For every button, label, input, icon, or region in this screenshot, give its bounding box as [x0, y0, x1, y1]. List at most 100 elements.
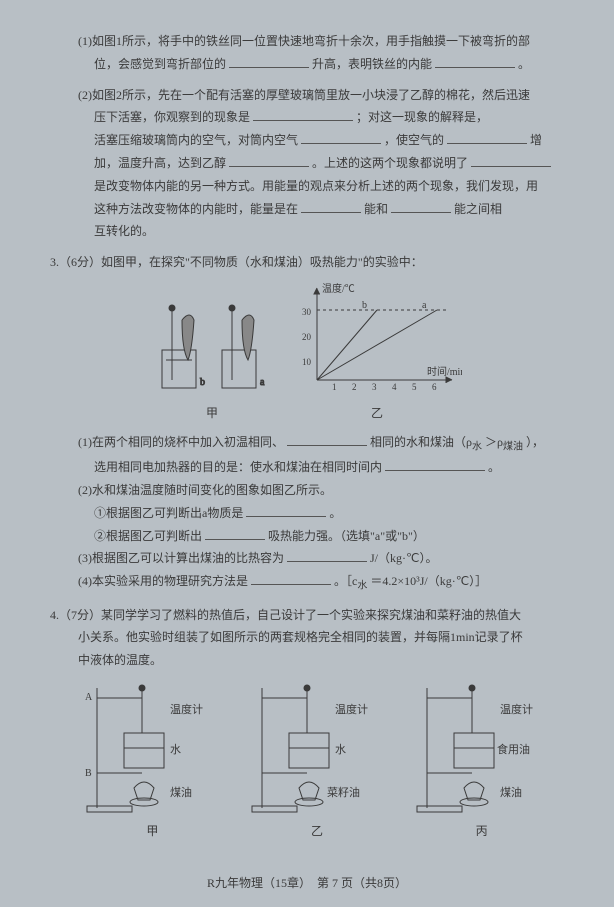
q1-line2: 位，会感觉到弯折部位的 升高，表明铁丝的内能 。 — [50, 53, 564, 76]
fig-yi: 温度/℃ 时间/min 30 20 10 1 2 3 4 5 6 b a 乙 — [292, 280, 462, 425]
fig-jia: b a 甲 — [152, 290, 272, 425]
blank — [287, 548, 367, 562]
caption-bing: 丙 — [412, 820, 552, 843]
t: ；对这一现象的解释是， — [356, 110, 488, 124]
chart-icon: 温度/℃ 时间/min 30 20 10 1 2 3 4 5 6 b a — [292, 280, 462, 400]
svg-text:a: a — [422, 300, 427, 311]
q3-s1: (1)在两个相同的烧杯中加入初温相同、 相同的水和煤油（ρ水 ＞ρ煤油 ）， — [50, 431, 564, 456]
blank — [391, 199, 451, 213]
q3-s1b: 选用相同电加热器的目的是：使水和煤油在相同时间内 。 — [50, 456, 564, 479]
fig-yi: 温度计 水 菜籽油 乙 — [247, 678, 387, 843]
q4-h1: 4.（7分）某同学学习了燃料的热值后，自己设计了一个实验来探究煤油和菜籽油的热值… — [50, 604, 564, 627]
q3: 3.（6分）如图甲，在探究"不同物质（水和煤油）吸热能力"的实验中： b — [50, 251, 564, 595]
q2-l5: 是改变物体内能的另一种方式。用能量的观点来分析上述的两个现象，我们发现，用 — [50, 175, 564, 198]
fuel-label: 煤油 — [170, 785, 192, 799]
t: 加，温度升高，达到乙醇 — [94, 156, 226, 170]
liquid-label: 水 — [335, 743, 346, 756]
blank — [251, 571, 331, 585]
svg-text:6: 6 — [432, 382, 437, 392]
q1-l2a: 位，会感觉到弯折部位的 — [94, 57, 226, 71]
blank — [471, 153, 551, 167]
blank — [287, 432, 367, 446]
svg-text:B: B — [85, 768, 92, 779]
t: 。［c — [334, 574, 357, 588]
t: 。 — [488, 460, 500, 474]
q1-l2b: 升高，表明铁丝的内能 — [312, 57, 432, 71]
t: ＝4.2×10³J/（kg·℃）］ — [370, 574, 487, 588]
fig-jia: 温度计 水 煤油 A B 甲 — [82, 678, 222, 843]
fuel-label: 煤油 — [500, 785, 522, 799]
t: ①根据图乙可判断出a物质是 — [94, 506, 243, 520]
q2-l6: 这种方法改变物体的内能时，能量是在 能和 能之间相 — [50, 198, 564, 221]
t: (3)根据图乙可以计算出煤油的比热容为 — [78, 551, 284, 565]
svg-text:4: 4 — [392, 382, 397, 392]
t: 选用相同电加热器的目的是：使水和煤油在相同时间内 — [94, 460, 382, 474]
t: 活塞压缩玻璃筒内的空气，对筒内空气 — [94, 133, 298, 147]
q4-h2: 小关系。他实验时组装了如图所示的两套规格完全相同的装置，并每隔1min记录了杯 — [50, 626, 564, 649]
svg-text:5: 5 — [412, 382, 417, 392]
blank — [253, 107, 353, 121]
svg-text:1: 1 — [332, 382, 337, 392]
t: 增 — [530, 133, 542, 147]
t: (4)本实验采用的物理研究方法是 — [78, 574, 248, 588]
t: J/（kg·℃）。 — [370, 551, 437, 565]
t: 。上述的这两个现象都说明了 — [312, 156, 468, 170]
q2-l2: 压下活塞，你观察到的现象是 ；对这一现象的解释是， — [50, 106, 564, 129]
t: 压下活塞，你观察到的现象是 — [94, 110, 250, 124]
q1: (1)如图1所示，将手中的铁丝同一位置快速地弯折十余次，用手指触摸一下被弯折的部… — [50, 30, 564, 76]
t: 能和 — [364, 202, 388, 216]
svg-text:b: b — [200, 377, 205, 388]
blank — [301, 199, 361, 213]
q3-s2-1: ①根据图乙可判断出a物质是 。 — [50, 502, 564, 525]
blank — [229, 54, 309, 68]
blank — [246, 503, 326, 517]
t: (1)在两个相同的烧杯中加入初温相同、 — [78, 435, 284, 449]
t: 相同的水和煤油（ρ — [370, 435, 472, 449]
apparatus-icon: 温度计 食用油 煤油 — [412, 678, 552, 818]
t: ＞ρ — [485, 435, 503, 449]
fuel-label: 菜籽油 — [327, 785, 360, 799]
q3-head: 3.（6分）如图甲，在探究"不同物质（水和煤油）吸热能力"的实验中： — [50, 251, 564, 274]
thermo-label: 温度计 — [170, 702, 203, 716]
svg-text:2: 2 — [352, 382, 357, 392]
blank — [385, 457, 485, 471]
q2: (2)如图2所示，先在一个配有活塞的厚壁玻璃筒里放一小块浸了乙醇的棉花，然后迅速… — [50, 84, 564, 244]
q2-l4: 加，温度升高，达到乙醇 。上述的这两个现象都说明了 — [50, 152, 564, 175]
apparatus-icon: 温度计 水 煤油 A B — [82, 678, 222, 818]
blank — [205, 526, 265, 540]
svg-text:b: b — [362, 300, 367, 311]
caption-yi: 乙 — [292, 402, 462, 425]
blank — [301, 130, 381, 144]
q3-s2-2: ②根据图乙可判断出 吸热能力强。（选填"a"或"b"） — [50, 525, 564, 548]
caption-jia: 甲 — [152, 402, 272, 425]
t: 吸热能力强。（选填"a"或"b"） — [268, 529, 425, 543]
q3-figures: b a 甲 温度/℃ — [50, 280, 564, 425]
q3-s4: (4)本实验采用的物理研究方法是 。［c水 ＝4.2×10³J/（kg·℃）］ — [50, 570, 564, 595]
q4-figures: 温度计 水 煤油 A B 甲 — [70, 678, 564, 843]
liquid-label: 水 — [170, 743, 181, 756]
t: 这种方法改变物体的内能时，能量是在 — [94, 202, 298, 216]
q4-h3: 中液体的温度。 — [50, 649, 564, 672]
xlabel: 时间/min — [427, 365, 462, 378]
q3-s2: (2)水和煤油温度随时间变化的图象如图乙所示。 — [50, 479, 564, 502]
svg-text:20: 20 — [302, 332, 312, 342]
blank — [435, 54, 515, 68]
ylabel: 温度/℃ — [322, 282, 355, 295]
q4: 4.（7分）某同学学习了燃料的热值后，自己设计了一个实验来探究煤油和菜籽油的热值… — [50, 604, 564, 843]
blank — [447, 130, 527, 144]
caption-jia: 甲 — [82, 820, 222, 843]
blank — [229, 153, 309, 167]
q2-l7: 互转化的。 — [50, 220, 564, 243]
svg-text:a: a — [260, 377, 265, 388]
liquid-label: 食用油 — [497, 742, 530, 756]
t: ②根据图乙可判断出 — [94, 529, 202, 543]
fig-bing: 温度计 食用油 煤油 丙 — [412, 678, 552, 843]
q2-l1: (2)如图2所示，先在一个配有活塞的厚壁玻璃筒里放一小块浸了乙醇的棉花，然后迅速 — [50, 84, 564, 107]
q2-l3: 活塞压缩玻璃筒内的空气，对筒内空气 ，使空气的 增 — [50, 129, 564, 152]
svg-text:3: 3 — [372, 382, 377, 392]
t: 能之间相 — [454, 202, 502, 216]
q3-s3: (3)根据图乙可以计算出煤油的比热容为 J/（kg·℃）。 — [50, 547, 564, 570]
page-footer: R九年物理（15章） 第 7 页（共8页） — [0, 872, 614, 895]
t: ）， — [526, 435, 544, 449]
svg-text:10: 10 — [302, 357, 312, 367]
